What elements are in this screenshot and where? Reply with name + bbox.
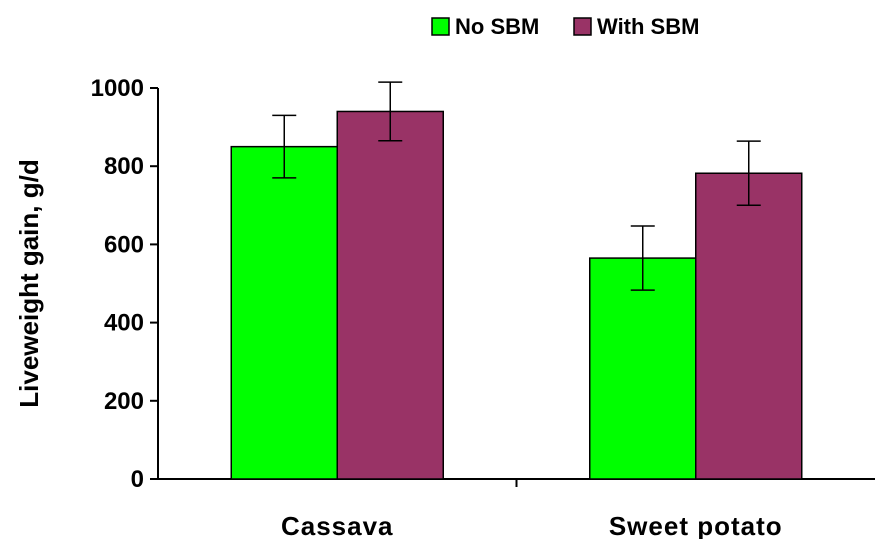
- y-tick-label: 0: [131, 466, 144, 493]
- y-tick-label: 1000: [91, 75, 144, 102]
- bar: [336, 110, 444, 480]
- error-bars: [272, 81, 761, 291]
- legend-label: No SBM: [455, 14, 539, 39]
- legend-swatch: [573, 17, 592, 36]
- legend: No SBM With SBM: [431, 14, 699, 39]
- bar: [589, 257, 697, 480]
- x-tick-label: Sweet potato: [609, 511, 783, 539]
- y-tick-label: 200: [104, 388, 144, 415]
- bar: [230, 145, 338, 480]
- legend-label: With SBM: [597, 14, 699, 39]
- bars: [230, 110, 803, 480]
- y-axis-label: Liveweight gain, g/d: [14, 159, 44, 407]
- y-tick-label: 400: [104, 310, 144, 337]
- legend-swatch: [431, 17, 450, 36]
- bar: [695, 172, 803, 480]
- y-tick-label: 800: [104, 153, 144, 180]
- y-tick-label: 600: [104, 231, 144, 258]
- x-tick-label: Cassava: [281, 511, 394, 539]
